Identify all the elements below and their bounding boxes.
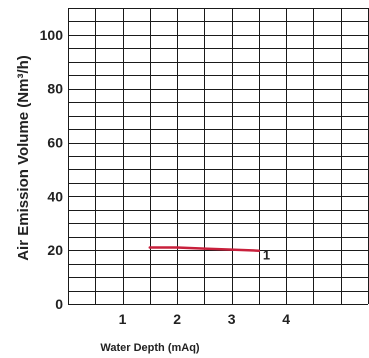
x-tick-label-1: 2	[173, 311, 181, 327]
y-tick-label-2: 40	[47, 188, 63, 204]
y-axis-title: Air Emission Volume (Nm³/h)	[15, 55, 32, 261]
series-line-0	[148, 246, 261, 252]
tick-labels: 0 20 40 60 80 100 1 2 3 4	[40, 27, 291, 327]
grid-lines	[68, 8, 369, 305]
series-label-0: 1	[263, 248, 270, 263]
x-tick-label-0: 1	[119, 311, 127, 327]
y-tick-label-0: 0	[55, 296, 63, 312]
y-tick-label-3: 60	[47, 135, 63, 151]
series-layer: 1	[148, 246, 270, 263]
x-tick-label-3: 4	[282, 311, 290, 327]
x-tick-label-2: 3	[228, 311, 236, 327]
y-tick-label-1: 20	[47, 242, 63, 258]
y-tick-label-4: 80	[47, 81, 63, 97]
x-axis-title: Water Depth (mAq)	[100, 342, 200, 354]
y-tick-label-5: 100	[40, 27, 64, 43]
